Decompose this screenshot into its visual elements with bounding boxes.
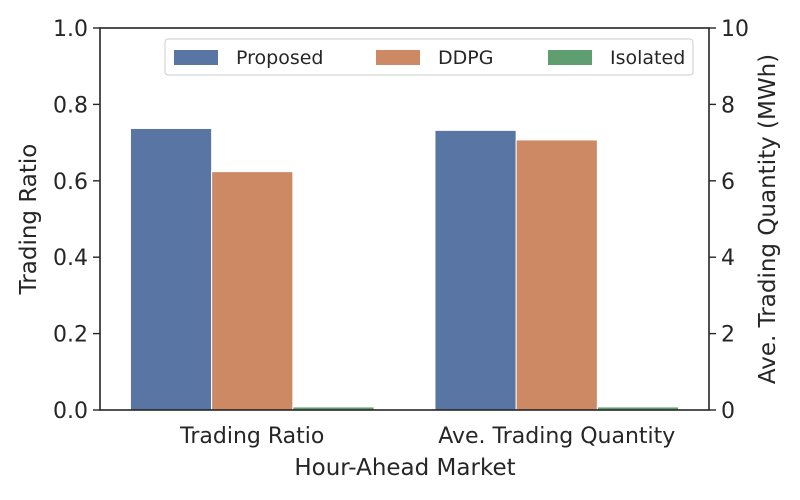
legend-swatch-proposed xyxy=(174,50,218,65)
right-tick-label: 6 xyxy=(721,170,735,195)
x-tick-label: Ave. Trading Quantity xyxy=(438,424,675,449)
x-axis-ticks: Trading Ratio Ave. Trading Quantity xyxy=(179,424,675,449)
left-axis-ticks: 0.0 0.2 0.4 0.6 0.8 1.0 xyxy=(53,17,100,424)
left-tick-label: 1.0 xyxy=(53,17,88,42)
legend-swatch-ddpg xyxy=(376,50,420,65)
right-tick-label: 0 xyxy=(721,399,735,424)
bar-ddpg-1 xyxy=(515,139,598,411)
legend-box xyxy=(164,38,694,76)
legend-label-isolated: Isolated xyxy=(610,47,685,69)
y-axis-left-label: Trading Ratio xyxy=(16,144,42,296)
right-tick-label: 4 xyxy=(721,246,735,271)
plot-frame xyxy=(99,27,710,411)
left-tick-label: 0.6 xyxy=(53,170,88,195)
bars-group xyxy=(129,127,680,411)
bar-proposed-0 xyxy=(129,127,213,411)
right-tick-label: 8 xyxy=(721,93,735,118)
left-tick-label: 0.0 xyxy=(53,399,88,424)
left-tick-label: 0.2 xyxy=(53,323,88,348)
left-tick-label: 0.4 xyxy=(53,246,88,271)
right-tick-label: 2 xyxy=(721,323,735,348)
legend-swatch-isolated xyxy=(548,50,592,65)
x-tick-label: Trading Ratio xyxy=(179,424,324,449)
y-axis-right-label: Ave. Trading Quantity (MWh) xyxy=(755,54,781,384)
legend-label-ddpg: DDPG xyxy=(438,47,493,69)
right-tick-label: 10 xyxy=(721,17,749,42)
right-axis-ticks: 0 2 4 6 8 10 xyxy=(709,17,749,424)
left-tick-label: 0.8 xyxy=(53,93,88,118)
plot-border xyxy=(99,27,710,411)
bar-ddpg-0 xyxy=(211,171,294,411)
x-axis-label: Hour-Ahead Market xyxy=(294,455,515,481)
legend: Proposed DDPG Isolated xyxy=(164,38,694,76)
bar-proposed-1 xyxy=(434,129,517,411)
legend-label-proposed: Proposed xyxy=(236,47,323,69)
